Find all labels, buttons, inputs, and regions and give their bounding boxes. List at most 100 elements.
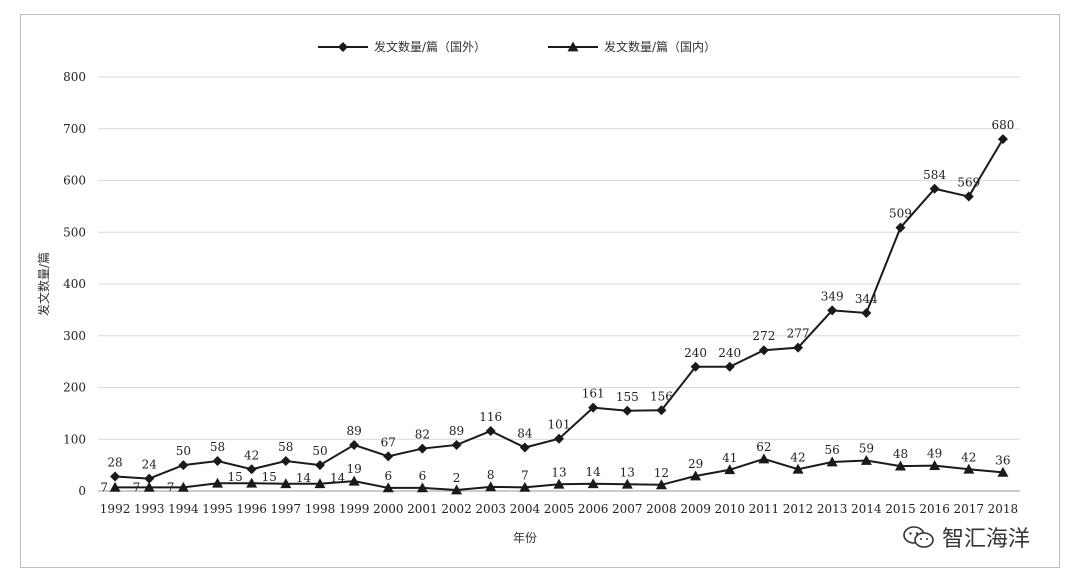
data-point [553, 478, 565, 489]
y-tick-label: 200 [63, 381, 86, 395]
data-point [144, 473, 155, 484]
data-point [109, 481, 121, 492]
x-tick-label: 2007 [612, 502, 643, 516]
watermark-text: 智汇海洋 [942, 527, 1031, 552]
x-tick-label: 2000 [373, 502, 404, 516]
data-label: 48 [893, 447, 908, 461]
data-point [929, 183, 940, 194]
x-tick-label: 2002 [441, 502, 472, 516]
data-label: 84 [517, 427, 533, 441]
y-tick-label: 300 [63, 329, 86, 343]
data-point [519, 481, 531, 492]
x-tick-label: 1999 [339, 502, 370, 516]
x-tick-label: 1996 [236, 502, 267, 516]
data-point [314, 478, 326, 489]
data-point [314, 460, 325, 471]
data-label: 49 [927, 447, 942, 461]
data-point [894, 460, 906, 471]
data-point [690, 361, 701, 372]
data-point [963, 463, 975, 474]
data-label: 277 [787, 327, 810, 341]
data-label: 50 [312, 444, 327, 458]
data-label: 58 [210, 440, 225, 454]
data-label: 89 [346, 424, 361, 438]
legend: 发文数量/篇（国外） 发文数量/篇（国内） [318, 39, 716, 54]
data-label: 7 [167, 480, 175, 494]
x-tick-label: 2004 [510, 502, 541, 516]
x-tick-label: 1993 [134, 502, 165, 516]
data-point [587, 478, 599, 489]
data-label: 13 [551, 465, 566, 479]
data-label: 349 [821, 289, 844, 303]
chart-frame [20, 14, 1060, 568]
data-label: 42 [244, 448, 259, 462]
data-label: 509 [889, 207, 912, 221]
data-point [246, 464, 257, 475]
data-label: 56 [825, 443, 840, 457]
data-label: 14 [330, 471, 346, 485]
x-tick-label: 2001 [407, 502, 438, 516]
data-point [929, 460, 941, 471]
y-tick-label: 500 [63, 225, 86, 239]
gridlines [98, 76, 1020, 492]
data-point [997, 466, 1009, 477]
data-label: 8 [487, 468, 495, 482]
data-point [724, 464, 736, 475]
data-point [178, 460, 189, 471]
data-label: 14 [586, 465, 602, 479]
data-label: 116 [479, 410, 502, 424]
data-point [246, 477, 258, 488]
data-point [895, 222, 906, 233]
data-label: 344 [855, 292, 878, 306]
data-label: 67 [381, 435, 396, 449]
data-point [827, 305, 838, 316]
legend-label: 发文数量/篇（国外） [374, 39, 486, 54]
x-tick-label: 2016 [919, 502, 950, 516]
data-point [212, 477, 224, 488]
data-point [451, 439, 462, 450]
data-label: 15 [228, 470, 243, 484]
data-label: 15 [262, 470, 277, 484]
x-tick-label: 2017 [954, 502, 985, 516]
data-point [382, 482, 394, 493]
x-axis-title: 年份 [513, 531, 537, 545]
data-point [655, 479, 667, 490]
data-label: 29 [688, 457, 703, 471]
data-label: 41 [722, 451, 737, 465]
data-label: 101 [548, 418, 571, 432]
series-domestic [109, 453, 1009, 495]
data-label: 2 [453, 471, 461, 485]
x-tick-label: 1992 [100, 502, 131, 516]
x-tick-label: 2013 [817, 502, 848, 516]
data-point [416, 482, 428, 493]
data-label: 36 [995, 453, 1010, 467]
data-point [280, 455, 291, 466]
data-label: 50 [176, 444, 191, 458]
data-label: 14 [296, 471, 312, 485]
x-tick-label: 2012 [783, 502, 814, 516]
x-tick-label: 2009 [680, 502, 711, 516]
data-label: 82 [415, 428, 430, 442]
data-point [792, 463, 804, 474]
legend-label: 发文数量/篇（国内） [604, 39, 716, 54]
data-point [758, 345, 769, 356]
data-point [588, 402, 599, 413]
data-label: 24 [142, 458, 158, 472]
data-point [724, 361, 735, 372]
data-point [519, 442, 530, 453]
data-label: 89 [449, 424, 464, 438]
x-tick-label: 1998 [305, 502, 336, 516]
legend-marker [567, 41, 579, 52]
data-label: 240 [684, 346, 707, 360]
x-tick-label: 1995 [202, 502, 233, 516]
x-tick-label: 2005 [544, 502, 575, 516]
data-label: 13 [620, 465, 635, 479]
data-point [997, 134, 1008, 145]
data-label: 6 [419, 469, 427, 483]
x-tick-label: 2003 [475, 502, 506, 516]
data-label: 680 [991, 118, 1014, 132]
data-label: 62 [756, 440, 771, 454]
x-tick-label: 2014 [851, 502, 882, 516]
data-label: 161 [582, 387, 605, 401]
data-point [110, 471, 121, 482]
